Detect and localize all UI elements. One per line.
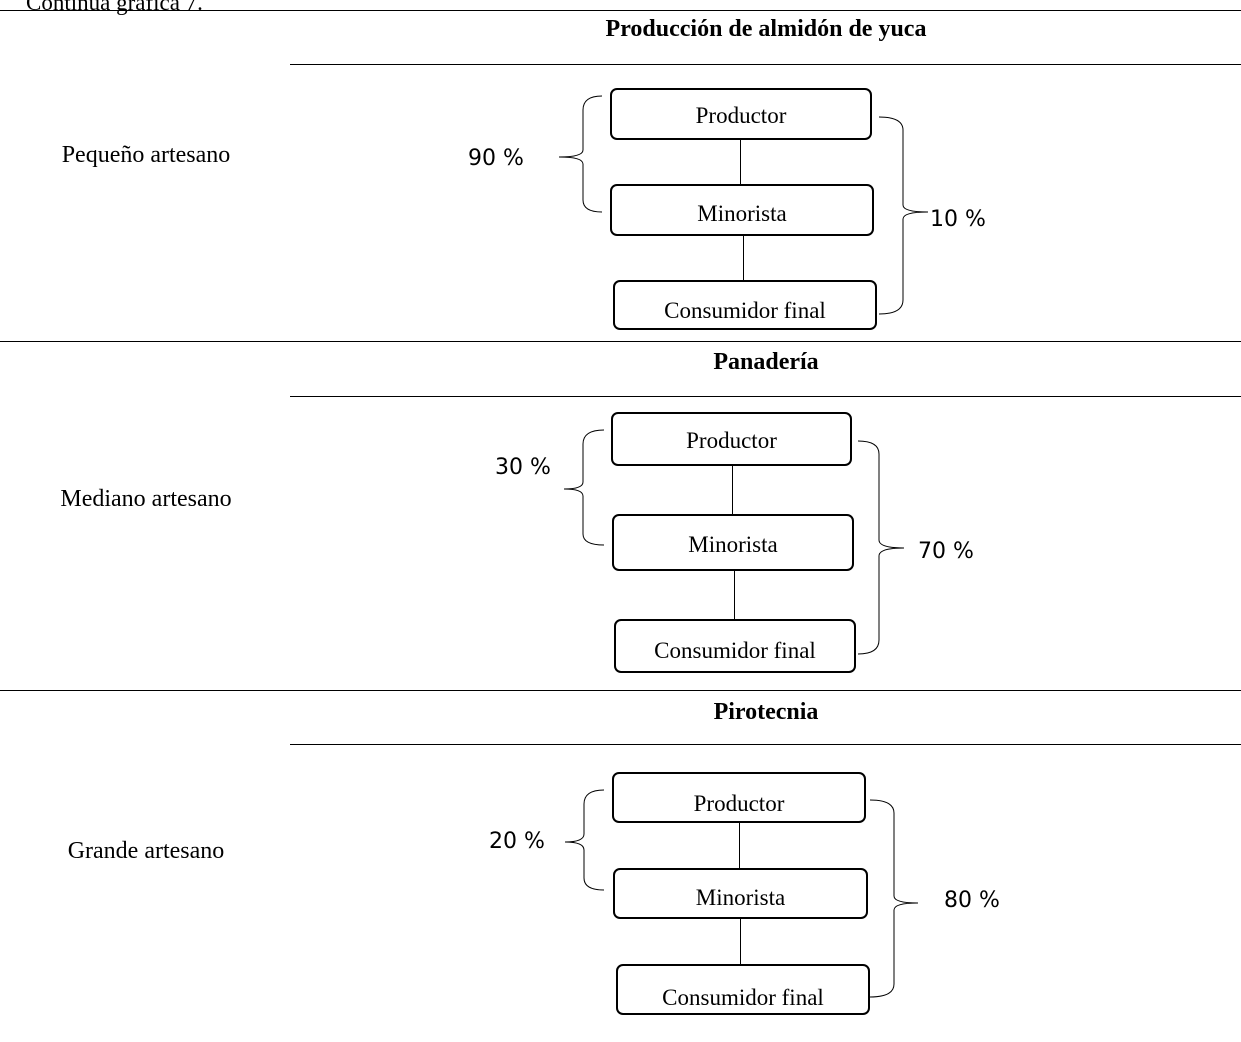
section-title: Pirotecnia [713, 699, 819, 725]
title-rule [290, 64, 1241, 65]
left-brace [564, 789, 605, 891]
left-percentage: 30 % [495, 455, 551, 480]
category-label: Mediano artesano [60, 486, 232, 512]
figure-caption: Continúa gráfica 7. [26, 0, 203, 15]
connector-line [740, 140, 741, 184]
box-minorista: Minorista [612, 514, 854, 571]
box-productor: Productor [610, 88, 872, 140]
section-title: Producción de almidón de yuca [605, 16, 927, 42]
title-rule [290, 744, 1241, 745]
right-brace [878, 116, 929, 315]
connector-line [743, 236, 744, 280]
box-minorista: Minorista [610, 184, 874, 236]
box-consumidor-final: Consumidor final [614, 619, 856, 673]
section-divider [0, 341, 1241, 342]
left-percentage: 90 % [468, 146, 524, 171]
box-minorista: Minorista [613, 868, 868, 919]
right-percentage: 70 % [918, 539, 974, 564]
right-brace [857, 440, 905, 655]
section-pequeno-artesano: Producción de almidón de yuca Pequeño ar… [0, 0, 1241, 341]
section-divider [0, 690, 1241, 691]
top-rule [0, 10, 1241, 11]
left-brace [563, 429, 605, 546]
connector-line [740, 919, 741, 964]
section-mediano-artesano: Panadería Mediano artesano Productor Min… [60, 349, 1241, 673]
right-percentage: 80 % [944, 888, 1000, 913]
box-consumidor-final: Consumidor final [613, 280, 877, 330]
left-percentage: 20 % [489, 829, 545, 854]
connector-line [734, 571, 735, 619]
category-label: Grande artesano [67, 838, 225, 864]
right-brace [869, 799, 919, 998]
left-brace [558, 95, 603, 213]
connector-line [739, 823, 740, 868]
section-title: Panadería [713, 349, 819, 375]
category-label: Pequeño artesano [61, 142, 231, 168]
title-rule [290, 396, 1241, 397]
right-percentage: 10 % [930, 207, 986, 232]
box-consumidor-final: Consumidor final [616, 964, 870, 1015]
box-productor: Productor [612, 772, 866, 823]
box-productor: Productor [611, 412, 852, 466]
connector-line [732, 466, 733, 514]
